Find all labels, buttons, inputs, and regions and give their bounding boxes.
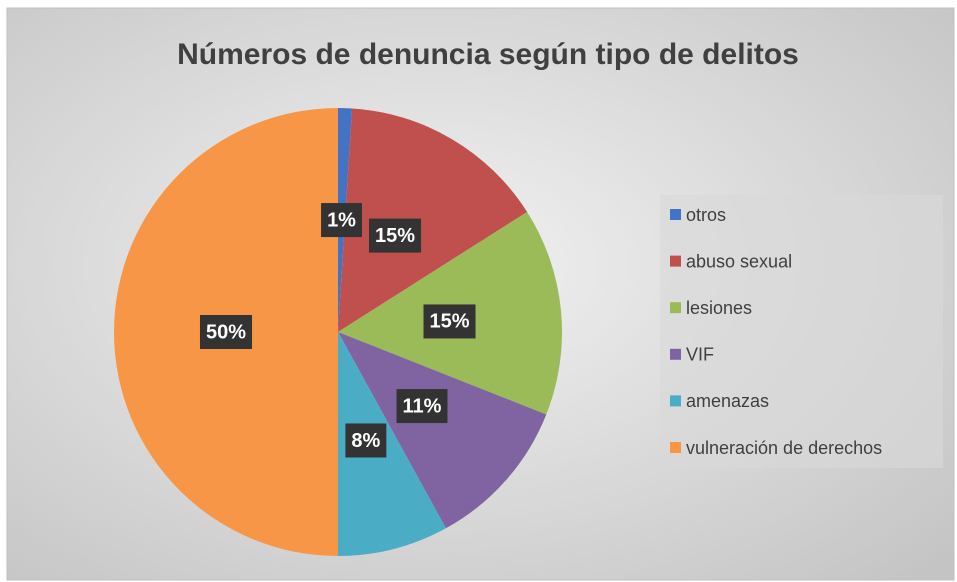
pie-slice: [338, 332, 446, 556]
data-label: 1%: [321, 203, 362, 238]
data-label-box: [199, 315, 253, 349]
pie-slice: [338, 108, 528, 332]
legend: [660, 195, 943, 468]
data-label-box: [423, 304, 476, 339]
legend-swatch: [670, 348, 681, 360]
data-label-box: [368, 218, 422, 253]
data-label-text: 11%: [403, 395, 442, 417]
data-label: 15%: [423, 304, 476, 339]
data-label-box: [321, 203, 362, 238]
legend-label: amenazas: [686, 391, 769, 411]
legend-label: VIF: [686, 345, 714, 365]
data-label-box: [396, 389, 448, 424]
data-label-text: 15%: [429, 311, 469, 333]
legend-label: otros: [686, 205, 726, 225]
data-label-text: 1%: [327, 209, 356, 231]
data-label-box: [345, 423, 387, 458]
pie-slice: [338, 332, 547, 529]
data-label: 8%: [345, 423, 387, 458]
chart-title: Números de denuncia según tipo de delito…: [177, 38, 799, 71]
legend-label: abuso sexual: [686, 251, 792, 271]
data-label: 15%: [368, 218, 422, 253]
data-label-text: 50%: [206, 321, 246, 343]
legend-label: lesiones: [686, 298, 752, 318]
data-label-text: 8%: [351, 430, 380, 452]
data-label: 50%: [199, 315, 253, 349]
legend-label: vulneración de derechos: [686, 438, 882, 458]
data-label: 11%: [396, 389, 448, 424]
legend-swatch: [670, 255, 681, 267]
data-label-text: 15%: [375, 225, 415, 247]
legend-swatch: [670, 209, 681, 220]
legend-swatch: [670, 395, 681, 407]
legend-swatch: [670, 302, 681, 314]
legend-swatch: [670, 442, 681, 453]
